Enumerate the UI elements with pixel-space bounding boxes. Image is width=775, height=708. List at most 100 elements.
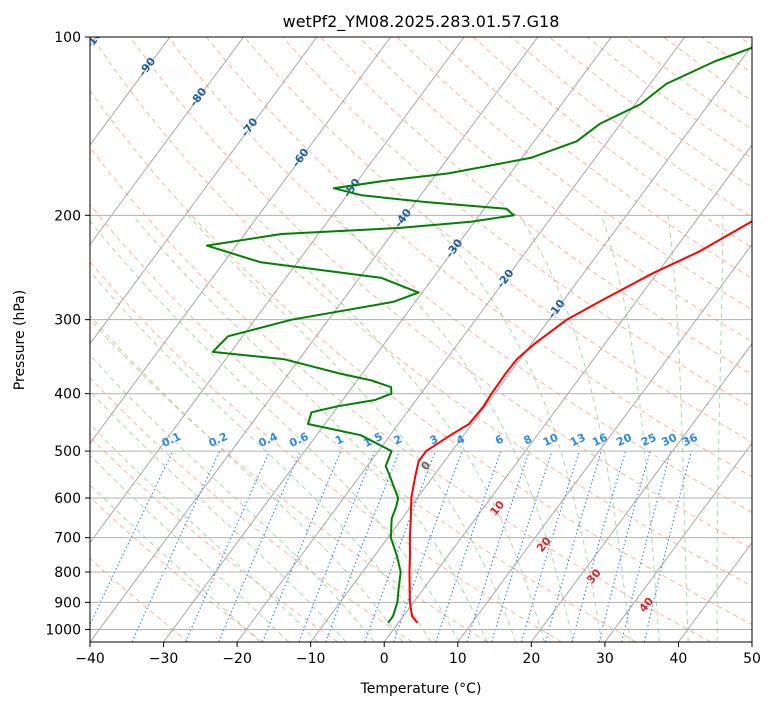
x-tick-label: −30 (149, 651, 179, 667)
y-axis: 100 200 300 400 500 600 700 800 900 1000 (45, 30, 90, 638)
dry-adiabat-line (282, 37, 752, 409)
dry-adiabat-line (90, 146, 712, 642)
moist-adiabat-line (90, 423, 318, 642)
dry-adiabat-line (167, 37, 752, 513)
x-tick-label: 50 (743, 651, 761, 667)
moist-adiabat-line (90, 484, 261, 642)
moist-adiabat-line (716, 215, 724, 642)
x-tick-label: 0 (380, 651, 389, 667)
mixing-ratio-label: 20 (614, 431, 634, 449)
x-axis: −40 −30 −20 −10 0 10 20 30 40 50 (75, 642, 761, 667)
isotherm-line (677, 541, 752, 642)
mixing-ratio-line (218, 450, 301, 642)
moist-adiabat-line (425, 214, 602, 642)
isotherm-line (163, 37, 612, 642)
mixing-ratio-line (598, 450, 651, 642)
isotherm-line (310, 44, 752, 642)
mixing-ratio-label: 0.4 (257, 430, 280, 450)
isotherm-label: -70 (238, 115, 260, 139)
mixing-ratio-line (185, 450, 271, 642)
moist-adiabat-line (187, 214, 517, 642)
dry-adiabat-line (663, 37, 752, 102)
mixing-ratio-label: 16 (590, 431, 610, 449)
isotherm-line (604, 442, 752, 642)
mixing-ratio-line (491, 450, 553, 642)
isotherm-line (236, 37, 686, 642)
isotherm-line (90, 37, 244, 246)
mixing-ratio-label: 0.1 (160, 430, 183, 450)
isotherm-label: -90 (136, 55, 158, 79)
mixing-ratio-line (364, 450, 436, 642)
pressure-gridlines (90, 37, 752, 630)
mixing-ratio-label: 25 (639, 431, 658, 449)
mixing-ratio-label: 13 (568, 431, 587, 449)
mixing-ratio-label: 30 (660, 431, 680, 449)
dry-adiabat-line (358, 37, 752, 343)
isotherm-label: -20 (494, 266, 516, 290)
mixing-ratio-line (621, 450, 672, 642)
temperature-profile-line (408, 220, 752, 624)
moist-adiabat-line (601, 215, 660, 642)
isotherm-label: -30 (443, 236, 465, 260)
dewpoint-profile-line (205, 46, 752, 624)
y-tick-label: 500 (54, 444, 81, 460)
y-tick-label: 300 (54, 313, 81, 329)
moist-adiabat-line (333, 214, 574, 642)
isotherm-label: -50 (341, 176, 363, 200)
isotherm-line (751, 641, 752, 642)
x-tick-label: 20 (522, 651, 540, 667)
x-tick-label: −20 (222, 651, 252, 667)
moist-adiabat-line (90, 354, 375, 642)
y-tick-label: 100 (54, 30, 81, 46)
x-tick-label: 10 (449, 651, 467, 667)
moist-adiabat-label: 40 (637, 595, 657, 615)
moist-adiabat-line (132, 214, 488, 642)
mixing-ratio-line (466, 450, 530, 642)
mixing-ratio-label: 0.6 (287, 430, 310, 450)
isotherms (90, 37, 752, 642)
moist-adiabat-line (90, 220, 460, 642)
isotherm-label: -10 (545, 297, 567, 321)
moist-adiabat-line (90, 390, 347, 642)
x-tick-label: 40 (670, 651, 688, 667)
x-tick-label: −40 (75, 651, 105, 667)
y-axis-label: Pressure (hPa) (12, 290, 28, 390)
moist-adiabat-label: 10 (487, 498, 507, 518)
mixing-ratio-line (262, 450, 342, 642)
isotherm-line (457, 243, 752, 642)
mixing-ratio-labels: 0.1 0.2 0.4 0.6 1 1.5 2 3 4 6 8 10 13 16 20 25 30 36 (160, 430, 700, 450)
dry-adiabat-line (90, 557, 190, 642)
y-tick-label: 600 (54, 491, 81, 507)
mixing-ratio-line (325, 450, 400, 642)
plot-frame (89, 36, 753, 643)
isotherm-line (383, 144, 752, 642)
mixing-ratio-label: 8 (522, 432, 534, 447)
dry-adiabat-line (90, 261, 562, 642)
x-axis-label: Temperature (°C) (360, 681, 482, 697)
dry-adiabat-line (472, 37, 752, 249)
isotherm-line (90, 37, 539, 642)
isotherm-labels: -100-90-80-70-60-50-40-30-20-10 (90, 37, 568, 321)
isotherm-line (90, 37, 392, 445)
moist-adiabat-line (90, 454, 290, 642)
moist-adiabat-label: 30 (584, 566, 604, 586)
dry-adiabat-line (90, 377, 413, 642)
mixing-ratio-line (571, 450, 627, 642)
chart-title: wetPf2_YM08.2025.283.01.57.G18 (283, 12, 560, 32)
dry-adiabat-line (129, 37, 752, 550)
moist-adiabat-line (90, 314, 404, 642)
dry-adiabat-line (91, 37, 752, 587)
dry-adiabat-line (90, 436, 339, 642)
moist-adiabat-line (90, 270, 432, 642)
mixing-ratio-line (521, 450, 580, 642)
plot-area: -100-90-80-70-60-50-40-30-20-100.1 0.2 0.4… (90, 37, 752, 642)
x-tick-label: −10 (296, 651, 326, 667)
dry-adiabat-line (701, 37, 752, 74)
mixing-ratio-line (298, 450, 376, 642)
mixing-ratio-line (545, 450, 602, 642)
isotherm-line (530, 342, 752, 642)
dry-adiabat-line (320, 37, 752, 376)
moist-adiabat-line (667, 215, 689, 642)
isotherm-line (90, 37, 171, 146)
dry-adiabat-line (90, 90, 752, 626)
